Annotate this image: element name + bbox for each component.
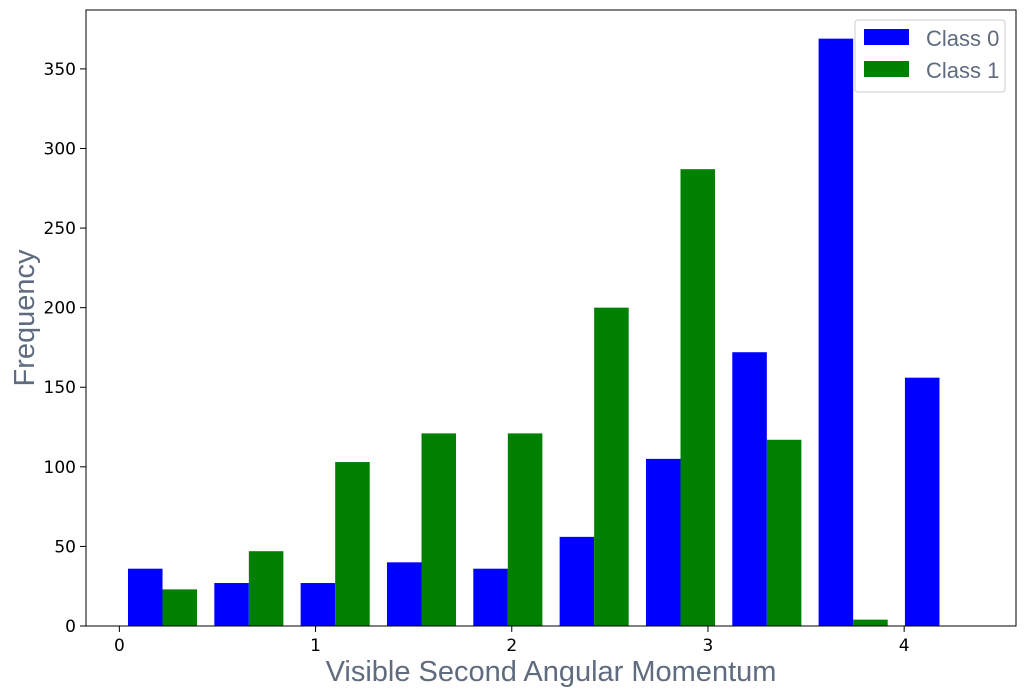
- bar-class-0-bin-2: [300, 583, 336, 626]
- bar-class-1-bin-8: [853, 619, 888, 626]
- x-axis-title: Visible Second Angular Momentum: [326, 656, 777, 688]
- bar-class-0-bin-5: [559, 536, 595, 626]
- x-tick-label: 1: [310, 636, 321, 656]
- plot-area-frame: [85, 9, 1017, 627]
- legend-label-class-1: Class 1: [926, 58, 999, 83]
- y-tick-label: 300: [44, 139, 76, 159]
- y-tick-label: 50: [54, 537, 76, 557]
- bar-class-0-bin-6: [645, 458, 681, 626]
- x-tick-label: 3: [703, 636, 714, 656]
- x-tick-label: 4: [899, 636, 910, 656]
- bar-class-0-bin-0: [127, 568, 163, 626]
- bar-class-0-bin-3: [386, 562, 422, 626]
- bar-class-1-bin-6: [680, 169, 716, 626]
- bar-class-1-bin-0: [162, 589, 198, 626]
- y-axis-title: Frequency: [9, 249, 41, 387]
- bar-class-0-bin-1: [214, 583, 249, 626]
- bar-class-0-bin-7: [732, 352, 767, 626]
- bar-class-0-bin-9: [904, 377, 940, 626]
- y-tick-label: 350: [44, 60, 76, 80]
- y-tick-label: 100: [44, 458, 76, 478]
- legend: Class 0 Class 1: [854, 19, 1006, 93]
- bar-class-0-bin-8: [818, 38, 854, 626]
- y-tick-label: 200: [44, 299, 76, 319]
- bar-class-0-bin-4: [473, 568, 508, 626]
- bar-class-1-bin-2: [335, 462, 370, 626]
- bar-class-1-bin-7: [766, 439, 802, 626]
- bars-layer: [127, 38, 940, 626]
- legend-swatch-class-0: [864, 29, 909, 45]
- y-tick-label: 250: [44, 219, 76, 239]
- bar-class-1-bin-5: [594, 307, 629, 626]
- bar-class-1-bin-4: [507, 433, 543, 626]
- x-axis-ticks: 0 1 2 3 4: [114, 626, 910, 656]
- bar-class-1-bin-1: [248, 551, 284, 626]
- y-tick-label: 0: [65, 617, 76, 637]
- y-axis-ticks: 0 50 100 150 200 250 300 350: [44, 60, 86, 637]
- legend-label-class-0: Class 0: [926, 26, 999, 51]
- legend-swatch-class-1: [864, 61, 909, 77]
- bar-class-1-bin-3: [421, 433, 457, 626]
- x-tick-label: 2: [506, 636, 517, 656]
- x-tick-label: 0: [114, 636, 125, 656]
- y-tick-label: 150: [44, 378, 76, 398]
